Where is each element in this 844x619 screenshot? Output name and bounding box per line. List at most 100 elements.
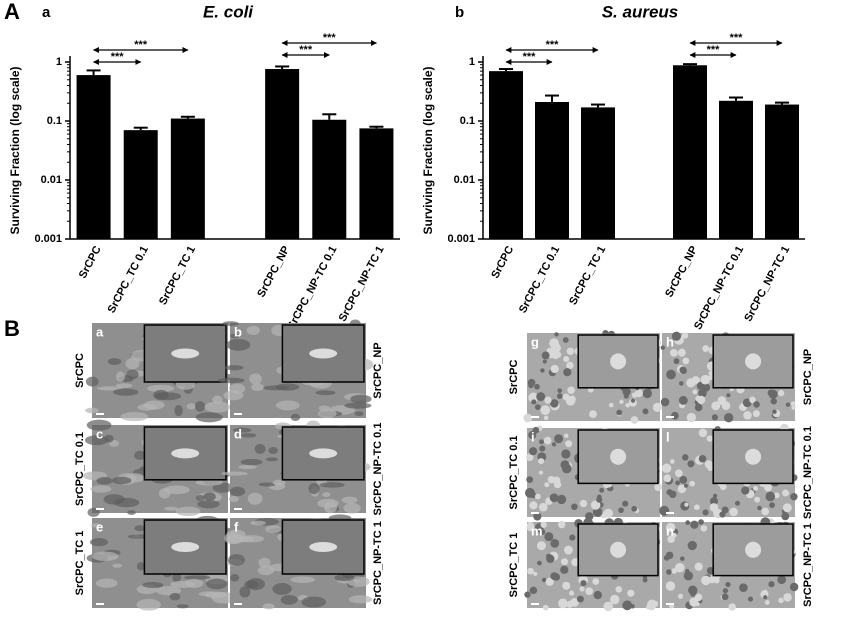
texture: [622, 500, 629, 507]
texture: [675, 469, 683, 478]
texture: [687, 460, 695, 468]
texture: [527, 567, 534, 575]
texture: [524, 591, 531, 598]
texture: [669, 349, 678, 357]
texture: [317, 409, 337, 419]
texture: [630, 398, 636, 403]
bar: [719, 100, 753, 239]
texture: [552, 353, 559, 360]
texture: [696, 381, 705, 390]
bar: [76, 75, 111, 239]
texture: [551, 343, 561, 353]
texture: [272, 582, 292, 595]
texture: [753, 401, 760, 408]
texture: [782, 503, 792, 513]
texture: [112, 476, 132, 485]
bar: [535, 101, 569, 239]
texture: [142, 581, 164, 589]
texture: [232, 427, 252, 433]
texture: [206, 578, 228, 590]
texture: [678, 395, 688, 405]
texture: [681, 332, 689, 339]
texture: [622, 600, 633, 611]
texture: [666, 369, 676, 380]
texture: [96, 386, 123, 391]
texture: [719, 511, 726, 518]
texture: [610, 594, 620, 605]
texture: [642, 388, 652, 399]
texture: [176, 604, 189, 609]
texture: [542, 359, 547, 364]
texture: [689, 597, 699, 607]
texture: [679, 381, 684, 386]
inset-cell: [610, 448, 627, 465]
texture: [126, 369, 139, 380]
texture: [539, 445, 546, 452]
y-tick-label: 0.01: [454, 174, 475, 186]
texture: [768, 389, 778, 399]
texture: [562, 393, 570, 401]
texture: [315, 390, 336, 396]
texture: [654, 404, 660, 410]
texture: [169, 592, 181, 601]
inset-cell: [171, 348, 200, 359]
texture: [569, 590, 575, 596]
texture: [590, 500, 601, 510]
sem-image: [85, 323, 235, 423]
texture: [790, 401, 796, 407]
texture: [627, 589, 635, 597]
inset-cell: [309, 348, 338, 359]
texture: [350, 394, 372, 404]
texture: [752, 410, 760, 418]
texture: [663, 474, 672, 483]
texture: [137, 403, 157, 411]
texture: [96, 476, 113, 485]
texture: [772, 409, 777, 414]
texture: [785, 402, 791, 407]
texture: [549, 493, 559, 503]
texture: [554, 332, 559, 337]
texture: [757, 505, 762, 511]
texture: [153, 389, 169, 400]
texture: [85, 407, 99, 414]
x-tick-label: SrCPC: [489, 244, 516, 280]
texture: [694, 403, 703, 412]
bar: [765, 104, 799, 240]
texture: [265, 525, 282, 534]
sem-image: [86, 515, 236, 611]
texture: [226, 338, 251, 351]
texture: [539, 439, 544, 445]
row-label: SrCPC_TC 1: [508, 533, 520, 598]
texture: [258, 482, 277, 487]
texture: [721, 401, 731, 410]
texture: [341, 496, 358, 504]
texture: [530, 492, 537, 499]
texture: [534, 404, 541, 411]
texture: [557, 388, 562, 393]
inset-cell: [610, 541, 627, 558]
significance-label: ***: [730, 32, 744, 44]
texture: [683, 571, 694, 581]
inset-cell: [171, 542, 200, 552]
texture: [194, 401, 206, 412]
texture: [781, 512, 790, 521]
texture: [538, 470, 543, 475]
texture: [687, 540, 697, 551]
row-label: SrCPC_NP-TC 1: [372, 521, 384, 605]
texture: [552, 573, 561, 581]
texture: [125, 357, 140, 370]
panel-letter: b: [234, 324, 242, 339]
texture: [722, 588, 729, 594]
texture: [660, 345, 666, 350]
texture: [561, 449, 571, 459]
texture: [112, 563, 123, 568]
texture: [682, 357, 690, 365]
y-tick-label: 0.001: [447, 233, 475, 245]
texture: [115, 383, 133, 388]
row-label: SrCPC_TC 0.1: [74, 432, 86, 506]
texture: [567, 386, 575, 395]
texture: [565, 440, 573, 448]
bar: [265, 69, 300, 239]
texture: [534, 383, 540, 390]
texture: [671, 411, 679, 420]
